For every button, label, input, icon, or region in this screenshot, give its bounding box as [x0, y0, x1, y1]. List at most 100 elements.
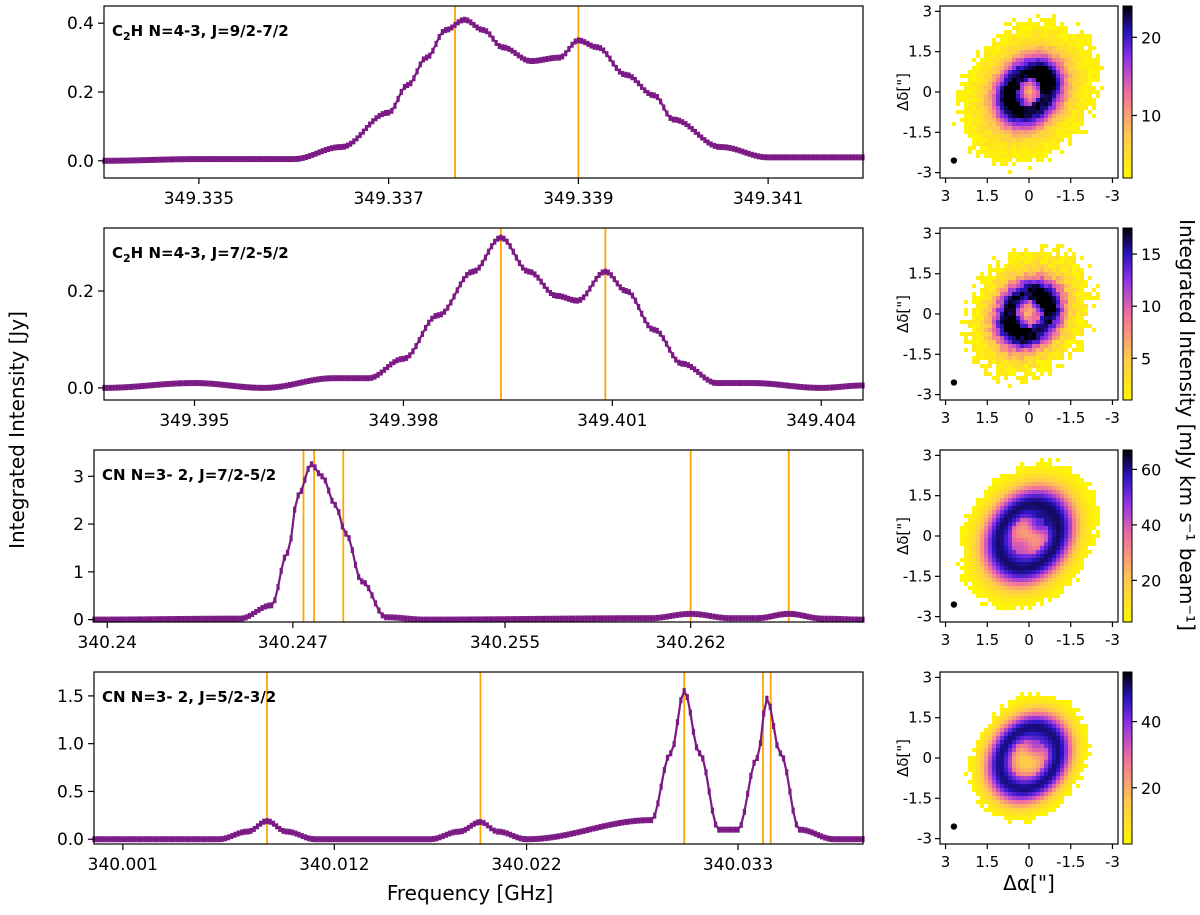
y-tick-label: 3 [73, 467, 84, 487]
map-pixel [1024, 348, 1028, 352]
map-pixel [1088, 324, 1092, 328]
map-pixel [984, 296, 988, 300]
map-pixel [964, 538, 968, 542]
map-pixel [1008, 288, 1012, 292]
data-point [332, 375, 336, 382]
data-point [838, 616, 842, 623]
data-point [143, 836, 147, 843]
map-pixel [988, 530, 992, 534]
map-pixel [1044, 38, 1048, 42]
map-x-tick-label: -1.5 [1056, 853, 1085, 871]
data-point [723, 826, 727, 833]
map-pixel [976, 546, 980, 550]
map-pixel [1092, 506, 1096, 510]
data-point [691, 728, 696, 735]
map-pixel [984, 756, 988, 760]
map-pixel [1032, 142, 1036, 146]
map-pixel [996, 808, 1000, 812]
map-pixel [1008, 90, 1012, 94]
x-tick-label: 340.012 [299, 855, 369, 875]
map-pixel [1000, 66, 1004, 70]
map-pixel [984, 526, 988, 530]
map-pixel [1000, 784, 1004, 788]
map-pixel [1072, 332, 1076, 336]
map-pixel [1064, 792, 1068, 796]
map-pixel [1020, 264, 1024, 268]
map-pixel [1080, 94, 1084, 98]
map-pixel [1024, 550, 1028, 554]
map-pixel [1028, 284, 1032, 288]
map-pixel [1048, 300, 1052, 304]
map-pixel [1040, 780, 1044, 784]
map-pixel [1052, 54, 1056, 58]
data-point [425, 836, 429, 843]
data-point [500, 44, 505, 51]
data-point [712, 379, 716, 386]
map-pixel [996, 118, 1000, 122]
data-point [604, 615, 608, 622]
data-point [575, 615, 579, 622]
map-pixel [972, 134, 976, 138]
map-pixel [1036, 704, 1040, 708]
map-pixel [1036, 736, 1040, 740]
data-point [481, 616, 486, 623]
map-pixel [1000, 356, 1004, 360]
map-pixel [1024, 510, 1028, 514]
map-pixel [1032, 732, 1036, 736]
map-pixel [1020, 692, 1024, 696]
map-pixel [1004, 372, 1008, 376]
map-pixel [1036, 134, 1040, 138]
map-pixel [1004, 712, 1008, 716]
map-pixel [1040, 704, 1044, 708]
data-point [240, 383, 244, 390]
map-pixel [1080, 562, 1084, 566]
map-pixel [1012, 364, 1016, 368]
map-pixel [980, 328, 984, 332]
map-pixel [1084, 86, 1088, 90]
map-y-tick-label: 3 [922, 2, 932, 20]
map-pixel [1040, 558, 1044, 562]
map-pixel [1092, 518, 1096, 522]
map-pixel [1052, 526, 1056, 530]
map-pixel [968, 110, 972, 114]
map-pixel [1088, 506, 1092, 510]
map-pixel [992, 146, 996, 150]
map-pixel [1084, 90, 1088, 94]
map-pixel [1024, 130, 1028, 134]
map-pixel [1096, 506, 1100, 510]
map-pixel [1024, 486, 1028, 490]
map-pixel [1088, 264, 1092, 268]
data-point [225, 156, 229, 163]
map-pixel [1008, 768, 1012, 772]
map-pixel [1032, 126, 1036, 130]
map-pixel [1048, 752, 1052, 756]
map-pixel [1024, 138, 1028, 142]
data-point [750, 151, 754, 158]
map-pixel [1008, 276, 1012, 280]
map-pixel [996, 566, 1000, 570]
data-point [807, 828, 811, 835]
map-pixel [1052, 590, 1056, 594]
data-point [746, 790, 750, 797]
map-pixel [1060, 34, 1064, 38]
map-pixels [956, 458, 1100, 610]
map-pixel [1024, 752, 1028, 756]
map-pixel [1068, 74, 1072, 78]
map-pixel [1096, 530, 1100, 534]
map-pixel [1064, 252, 1068, 256]
map-pixel [1052, 138, 1056, 142]
map-pixel [1032, 502, 1036, 506]
map-pixel [1040, 502, 1044, 506]
data-point [762, 380, 766, 387]
map-pixel [1060, 98, 1064, 102]
data-point [715, 143, 720, 150]
map-pixel [1076, 288, 1080, 292]
map-y-tick-label: -3 [917, 608, 932, 626]
map-pixel [984, 542, 988, 546]
map-pixel [1072, 54, 1076, 58]
map-pixel [1020, 506, 1024, 510]
map-pixel [992, 38, 996, 42]
map-pixel [1040, 590, 1044, 594]
data-point [204, 836, 208, 843]
data-point [108, 836, 112, 843]
